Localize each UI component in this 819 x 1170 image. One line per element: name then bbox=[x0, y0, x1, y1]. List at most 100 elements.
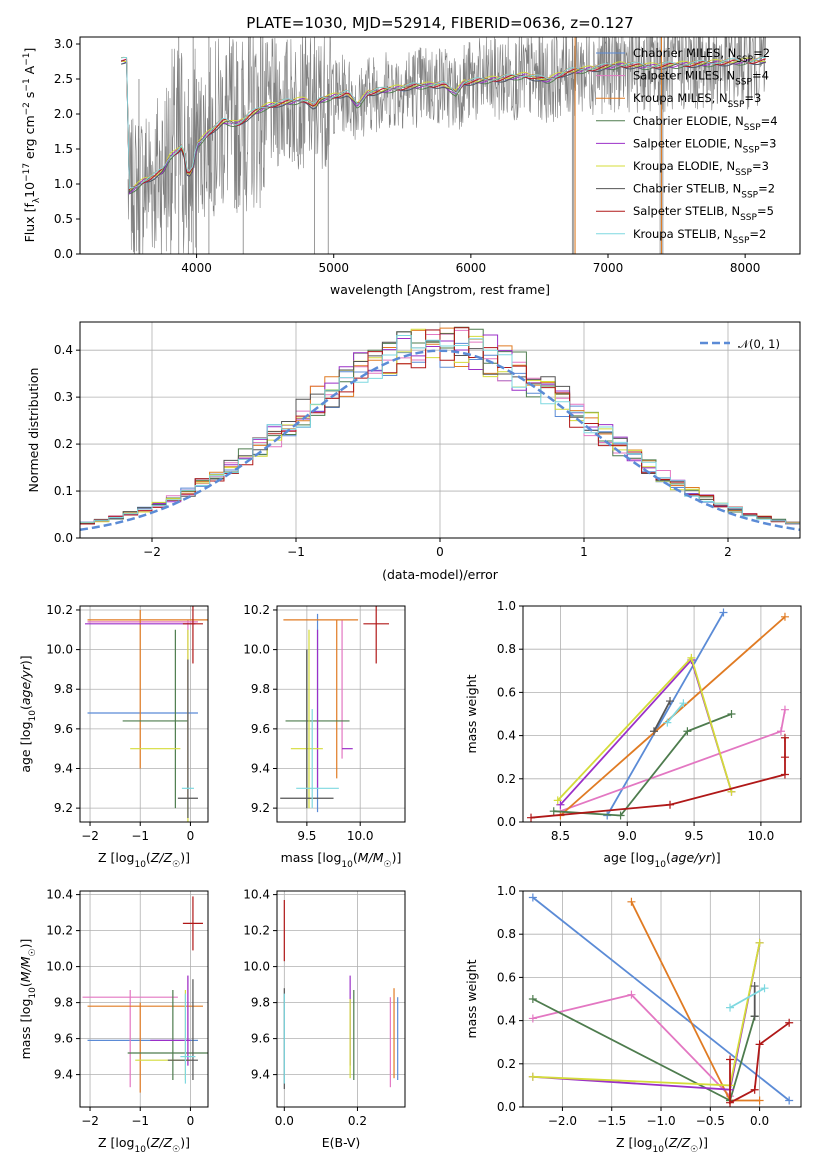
y-tick-label-1: 2.0 bbox=[54, 107, 73, 121]
plot-area-7 bbox=[277, 891, 405, 1107]
scatter-axes-6 bbox=[79, 890, 209, 1108]
weight-marker-salpeter_miles bbox=[528, 1014, 537, 1023]
y-tick-label-4: 9.2 bbox=[251, 801, 270, 815]
plot-area-5 bbox=[523, 606, 801, 822]
weight-marker-chabrier_miles bbox=[719, 608, 728, 617]
weight-marker-salpeter_stelib bbox=[780, 733, 789, 742]
weight-marker-chabrier_elodie bbox=[727, 710, 736, 718]
x-tick-label-5: 9.0 bbox=[618, 829, 637, 843]
y-tick-label-8: 0.6 bbox=[497, 970, 516, 984]
weight-marker-kroupa_elodie bbox=[528, 1072, 537, 1081]
y-tick-label-7: 10.2 bbox=[243, 924, 270, 938]
x-tick-label-3: −2 bbox=[81, 829, 99, 843]
y-tick-label-4: 9.6 bbox=[251, 722, 270, 736]
y-tick-label-8: 0.4 bbox=[497, 1014, 516, 1028]
y-tick-label-7: 9.6 bbox=[251, 1032, 270, 1046]
weight-marker-chabrier_stelib bbox=[649, 727, 658, 736]
legend-entry: Salpeter ELODIE, NSSP=3 bbox=[633, 136, 776, 155]
y-tick-label-4: 9.8 bbox=[251, 682, 270, 696]
y-tick-label-6: 10.0 bbox=[46, 960, 73, 974]
x-tick-label-8: −0.5 bbox=[696, 1114, 725, 1128]
x-tick-label-2: 2 bbox=[724, 545, 732, 559]
weight-marker-kroupa_elodie bbox=[553, 796, 562, 805]
x-tick-label-1: 4000 bbox=[181, 261, 212, 275]
y-tick-label-5: 0.8 bbox=[497, 642, 516, 656]
model-spectrum-chabrier_stelib bbox=[121, 60, 766, 194]
weight-marker-salpeter_miles bbox=[776, 727, 785, 736]
x-axis-label: (data-model)/error bbox=[382, 567, 499, 582]
y-tick-label-4: 10.2 bbox=[243, 603, 270, 617]
y-tick-label-6: 10.4 bbox=[46, 888, 73, 902]
y-tick-label-4: 10.0 bbox=[243, 643, 270, 657]
y-tick-label-7: 10.4 bbox=[243, 888, 270, 902]
weight-marker-kroupa_stelib bbox=[726, 1003, 735, 1012]
y-tick-label-1: 3.0 bbox=[54, 37, 73, 51]
y-tick-label-1: 0.5 bbox=[54, 212, 73, 226]
y-tick-label-3: 10.0 bbox=[46, 643, 73, 657]
x-tick-label-8: 0.0 bbox=[750, 1114, 769, 1128]
y-axis-label: Flux [fλ10−17 erg cm−2 s−1 A−1] bbox=[22, 48, 42, 243]
weight-marker-kroupa_stelib bbox=[679, 699, 688, 708]
weight-marker-kroupa_miles bbox=[755, 1096, 764, 1105]
y-tick-label-3: 10.2 bbox=[46, 603, 73, 617]
weight-marker-chabrier_elodie bbox=[616, 811, 625, 820]
weight-marker-salpeter_stelib bbox=[726, 1098, 735, 1107]
x-tick-label-5: 10.0 bbox=[748, 829, 775, 843]
scatter-axes-3 bbox=[79, 605, 209, 823]
y-tick-label-2: 0.3 bbox=[54, 390, 73, 404]
scatter-axes-4 bbox=[276, 605, 406, 823]
weight-marker-salpeter_stelib bbox=[666, 800, 675, 809]
weight-marker-kroupa_elodie bbox=[755, 938, 764, 947]
y-axis-label: mass weight bbox=[464, 674, 479, 753]
model-spectrum-kroupa_stelib bbox=[121, 56, 766, 190]
weight-line-chabrier_elodie bbox=[553, 713, 732, 817]
weight-line-chabrier_miles bbox=[606, 612, 725, 816]
legend-entry: Kroupa STELIB, NSSP=2 bbox=[633, 227, 766, 246]
weight-marker-salpeter_stelib bbox=[780, 753, 789, 762]
legend-entry: Chabrier ELODIE, NSSP=4 bbox=[633, 114, 778, 133]
weight-marker-salpeter_elodie bbox=[556, 800, 565, 809]
gaussian-curve bbox=[80, 349, 800, 532]
x-tick-label-1: 7000 bbox=[593, 261, 624, 275]
weight-line-kroupa_stelib bbox=[666, 702, 685, 724]
y-tick-label-8: 0.8 bbox=[497, 927, 516, 941]
weight-marker-salpeter_stelib bbox=[785, 1018, 794, 1027]
x-tick-label-2: −1 bbox=[287, 545, 305, 559]
y-tick-label-3: 9.2 bbox=[54, 801, 73, 815]
y-tick-label-8: 1.0 bbox=[497, 884, 516, 898]
observed-spectrum bbox=[127, 37, 766, 254]
plot-area-8 bbox=[523, 891, 801, 1107]
y-tick-label-1: 2.5 bbox=[54, 72, 73, 86]
x-axis-label: Z [log10(Z/Z☉)] bbox=[98, 1135, 190, 1155]
plot-area-4 bbox=[277, 606, 405, 822]
y-tick-label-1: 1.5 bbox=[54, 142, 73, 156]
x-axis-label: age [log10(age/yr)] bbox=[603, 850, 720, 870]
x-axis-label: Z [log10(Z/Z☉)] bbox=[616, 1135, 708, 1155]
weight-marker-kroupa_miles bbox=[780, 612, 789, 621]
y-axis-label: mass weight bbox=[464, 959, 479, 1038]
weight-axes-8 bbox=[522, 890, 802, 1108]
y-tick-label-3: 9.6 bbox=[54, 722, 73, 736]
y-axis-label: mass [log10(M/M☉)] bbox=[18, 939, 38, 1060]
x-tick-label-8: −1.0 bbox=[646, 1114, 675, 1128]
y-tick-label-8: 0.2 bbox=[497, 1057, 516, 1071]
weight-marker-salpeter_stelib bbox=[780, 770, 789, 779]
weight-marker-salpeter_miles bbox=[627, 990, 636, 999]
x-tick-label-2: 1 bbox=[580, 545, 588, 559]
y-tick-label-5: 0.2 bbox=[497, 772, 516, 786]
y-tick-label-1: 0.0 bbox=[54, 247, 73, 261]
y-tick-label-5: 1.0 bbox=[497, 599, 516, 613]
legend-entry: Kroupa ELODIE, NSSP=3 bbox=[633, 159, 769, 178]
y-tick-label-7: 9.8 bbox=[251, 996, 270, 1010]
x-tick-label-6: 0 bbox=[187, 1114, 195, 1128]
y-tick-label-6: 9.4 bbox=[54, 1068, 73, 1082]
x-tick-label-6: −1 bbox=[131, 1114, 149, 1128]
weight-marker-chabrier_miles bbox=[785, 1096, 794, 1105]
y-tick-label-3: 9.4 bbox=[54, 761, 73, 775]
weight-marker-salpeter_stelib bbox=[527, 813, 536, 822]
weight-line-chabrier_miles bbox=[532, 896, 790, 1102]
y-tick-label-5: 0.0 bbox=[497, 815, 516, 829]
y-tick-label-2: 0.2 bbox=[54, 437, 73, 451]
y-tick-label-2: 0.4 bbox=[54, 343, 73, 357]
x-tick-label-6: −2 bbox=[81, 1114, 99, 1128]
